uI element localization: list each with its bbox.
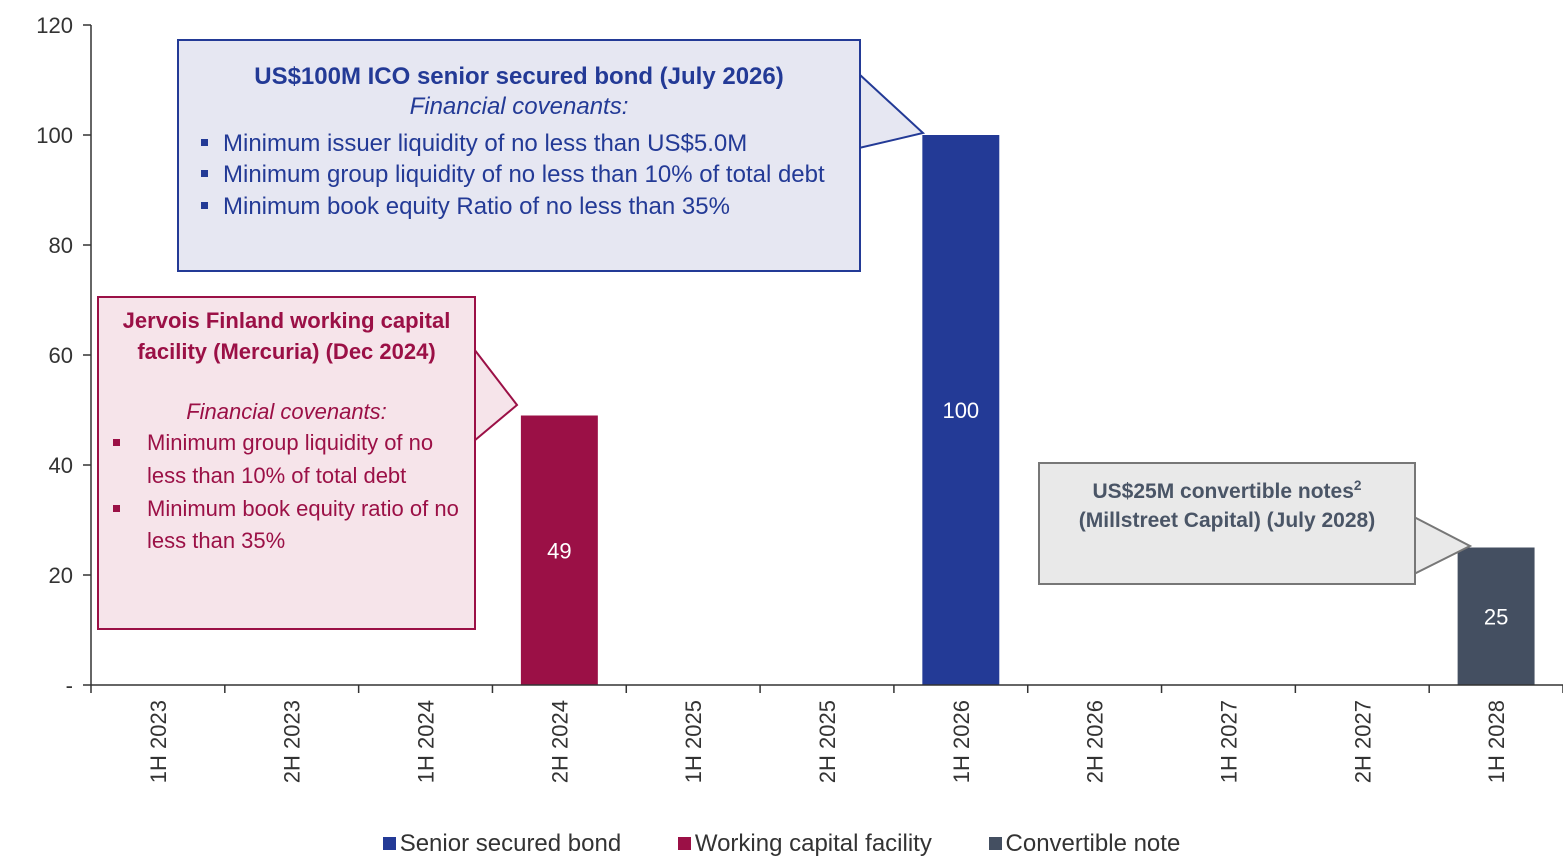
legend-label: Senior secured bond [399,830,622,857]
working-capital-callout: Jervois Finland working capital facility… [97,296,476,630]
data-labels-group: 49 100 25 [547,398,1508,629]
convertible-callout-title: US$25M convertible notes [1092,480,1354,503]
convertible-callout-pointer [1413,515,1473,576]
axes-group: - 20 40 60 80 100 120 1H 2023 2H 2023 1H 2024 2H 2… [36,13,1563,783]
working-capital-covenant-item: Minimum book equity ratio of no less tha… [109,493,464,558]
bar [1457,547,1535,685]
bond-callout: US$100M ICO senior secured bond (July 20… [177,39,861,272]
bond-covenant-item: Minimum book equity Ratio of no less tha… [193,191,845,222]
footnote-marker: 2 [1353,478,1362,493]
y-tick-label: 80 [49,233,73,258]
x-tick-label: 1H 2023 [146,700,171,783]
bars-group [520,135,1535,685]
bond-callout-pointer [858,71,926,150]
x-tick-label: 1H 2027 [1216,700,1241,783]
data-label: 25 [1484,604,1508,629]
bond-covenant-item: Minimum group liquidity of no less than … [193,159,845,190]
legend-swatch [988,837,1002,850]
working-capital-callout-subtitle: Financial covenants: [186,398,387,424]
x-tick-label: 1H 2025 [681,700,706,783]
bar [520,415,598,685]
convertible-callout: US$25M convertible notes2 (Millstreet Ca… [1038,462,1416,585]
x-tick-label: 2H 2026 [1083,700,1108,783]
bond-callout-title: US$100M ICO senior secured bond (July 20… [254,63,784,90]
legend-swatch [677,837,691,850]
working-capital-covenant-item: Minimum group liquidity of no less than … [109,427,464,492]
y-tick-label: 40 [49,453,73,478]
bar [922,135,1000,685]
y-tick-label: 120 [36,13,73,38]
legend-label: Convertible note [1005,830,1181,857]
bond-callout-subtitle: Financial covenants: [409,93,629,121]
legend-item-working-capital-facility: Working capital facility [677,830,932,858]
x-tick-label: 2H 2023 [280,700,305,783]
y-tick-label: 20 [49,563,73,588]
x-tick-label: 2H 2025 [815,700,840,783]
working-capital-covenant-list: Minimum group liquidity of no less than … [109,427,464,557]
working-capital-callout-title: Jervois Finland working capital facility… [122,308,451,364]
x-tick-label: 1H 2028 [1484,700,1509,783]
data-label: 100 [942,398,979,423]
x-tick-label: 2H 2027 [1350,700,1375,783]
legend-swatch [382,837,396,850]
convertible-callout-title-rest: (Millstreet Capital) (July 2028) [1078,508,1376,532]
data-label: 49 [547,538,571,563]
working-capital-callout-pointer [473,346,519,444]
x-tick-label: 2H 2024 [547,700,572,783]
x-tick-label: 1H 2024 [414,700,439,783]
bond-covenant-item: Minimum issuer liquidity of no less than… [193,128,845,159]
x-tick-label: 1H 2026 [949,700,974,783]
legend-label: Working capital facility [694,830,932,857]
legend-item-senior-secured-bond: Senior secured bond [382,830,622,858]
legend-item-convertible-note: Convertible note [988,830,1181,858]
y-tick-label: 60 [49,343,73,368]
y-tick-label: - [66,673,73,698]
y-tick-label: 100 [36,123,73,148]
legend: Senior secured bond Working capital faci… [0,830,1563,858]
chart: - 20 40 60 80 100 120 1H 2023 2H 2023 1H 2024 2H 2… [36,13,1563,783]
bond-covenant-list: Minimum issuer liquidity of no less than… [193,128,845,222]
